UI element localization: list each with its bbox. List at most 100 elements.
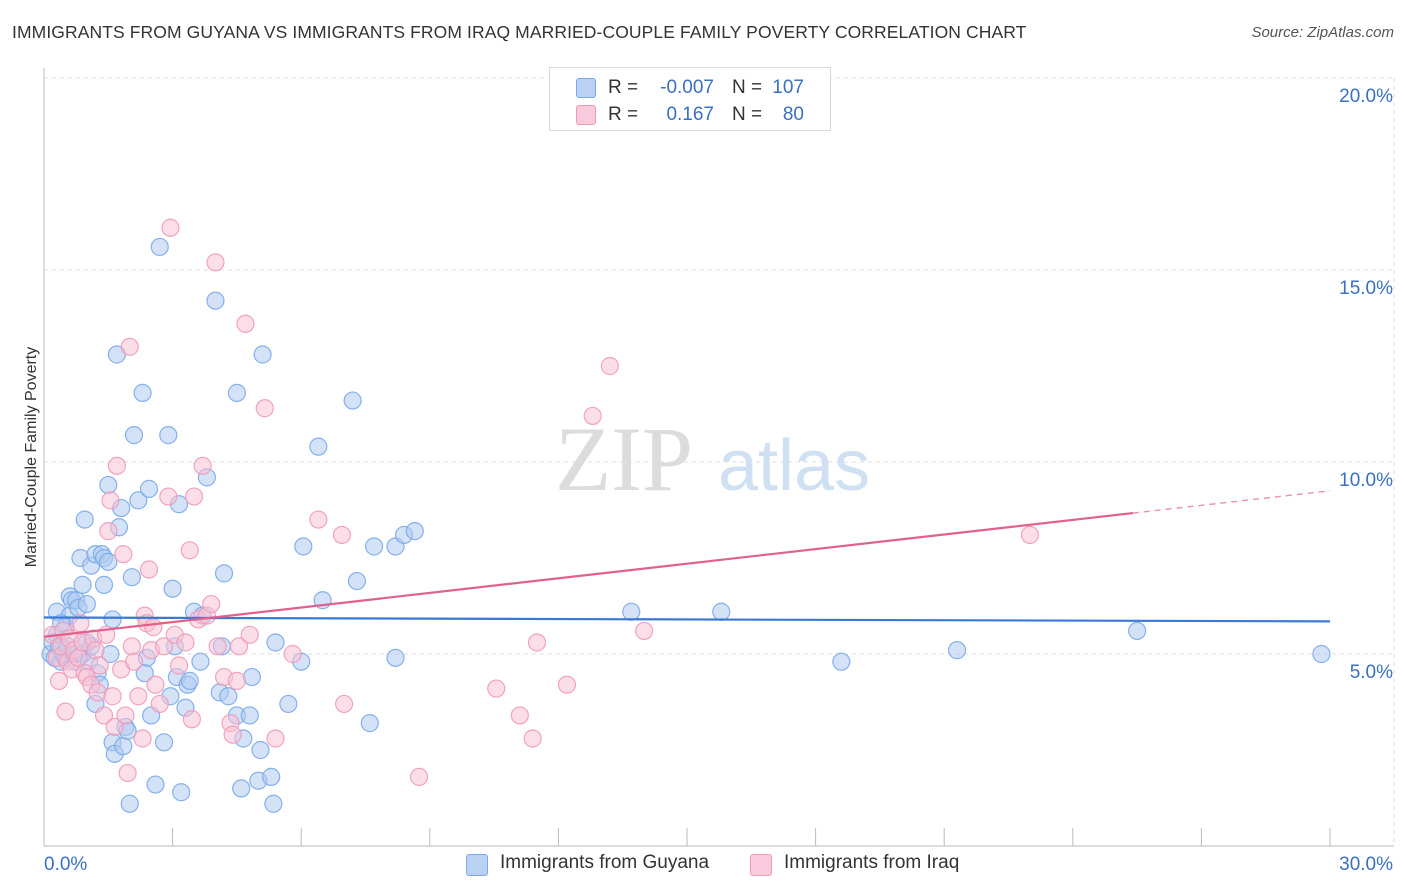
iraq-point: [124, 652, 144, 671]
iraq-point: [227, 671, 246, 690]
iraq-point: [583, 406, 602, 426]
guyana-point: [154, 733, 174, 752]
n-value: 80: [782, 104, 804, 125]
r-value: 0.167: [666, 104, 714, 125]
r-value: -0.007: [660, 77, 714, 98]
iraq-point: [118, 763, 137, 783]
y-tick-label: 10.0%: [1339, 470, 1393, 491]
guyana-point: [150, 237, 169, 257]
iraq-point: [122, 637, 141, 656]
iraq-point: [129, 687, 148, 706]
iraq-trend-line: [43, 511, 1133, 638]
y-axis-label: Married-Couple Family Poverty: [23, 347, 40, 568]
iraq-point: [99, 522, 118, 541]
iraq-point: [161, 218, 180, 237]
iraq-point: [107, 456, 126, 475]
iraq-point: [114, 545, 133, 564]
guyana-point: [294, 537, 313, 556]
iraq-legend-label: Immigrants from Iraq: [784, 852, 960, 873]
guyana-point: [114, 737, 133, 756]
trend-layer: [43, 490, 1331, 638]
guyana-point: [191, 652, 210, 671]
guyana-point: [242, 667, 262, 687]
iraq-point: [527, 633, 547, 652]
guyana-point: [347, 571, 367, 591]
guyana-point: [405, 522, 424, 541]
guyana-point: [180, 671, 199, 690]
iraq-point: [206, 253, 225, 272]
iraq-point: [523, 729, 542, 748]
iraq-point: [635, 621, 654, 641]
chart-source: Source: ZipAtlas.com: [1251, 24, 1394, 41]
iraq-point: [240, 625, 259, 644]
guyana-point: [124, 426, 144, 445]
iraq-point: [266, 729, 285, 748]
iraq-point: [120, 337, 139, 356]
iraq-legend-swatch: [750, 854, 772, 876]
guyana-point: [163, 579, 182, 598]
iraq-point: [90, 656, 109, 675]
r-label: R =: [608, 77, 639, 98]
guyana-point: [103, 610, 122, 629]
iraq-point: [600, 356, 619, 376]
iraq-point: [487, 679, 506, 698]
iraq-point: [139, 560, 159, 579]
guyana-point: [122, 568, 141, 587]
x-tick-label: 30.0%: [1339, 854, 1393, 875]
n-label: N =: [732, 77, 763, 98]
iraq-point: [309, 510, 328, 529]
guyana-point: [206, 291, 225, 310]
iraq-point: [94, 706, 114, 725]
r-label: R =: [608, 104, 639, 125]
iraq-point: [150, 694, 169, 714]
guyana-legend-label: Immigrants from Guyana: [500, 852, 710, 873]
guyana-point: [99, 475, 118, 495]
guyana-point: [251, 740, 270, 760]
guyana-point: [360, 714, 379, 733]
guyana-point: [240, 706, 259, 725]
guyana-point: [262, 767, 281, 786]
iraq-point: [144, 618, 163, 637]
iraq-point: [180, 541, 199, 560]
guyana-point: [232, 779, 251, 798]
guyana-point: [386, 648, 405, 667]
guyana-point: [622, 602, 641, 621]
stats-legend: R = -0.007 N = 107 R = 0.167 N = 80: [549, 67, 831, 131]
iraq-point: [202, 594, 221, 614]
iraq-point: [208, 637, 227, 656]
watermark-atlas: atlas: [718, 426, 870, 506]
guyana-point: [135, 664, 154, 683]
guyana-point: [139, 479, 159, 498]
guyana-point: [1127, 621, 1147, 641]
iraq-point: [184, 487, 204, 506]
iraq-point: [409, 767, 429, 786]
guyana-point: [343, 391, 362, 410]
iraq-point: [510, 706, 529, 725]
iraq-point: [146, 675, 165, 694]
iraq-point: [334, 694, 354, 714]
iraq-point: [49, 671, 69, 690]
iraq-swatch: [576, 105, 596, 125]
chart-title: IMMIGRANTS FROM GUYANA VS IMMIGRANTS FRO…: [12, 22, 1027, 42]
y-tick-label: 20.0%: [1339, 86, 1393, 107]
x-tick-label: 0.0%: [44, 854, 87, 875]
iraq-point: [101, 491, 120, 510]
guyana-point: [73, 575, 92, 594]
iraq-point: [255, 399, 274, 418]
iraq-point: [557, 675, 577, 694]
guyana-point: [129, 491, 148, 510]
y-tick-label: 5.0%: [1350, 662, 1393, 683]
guyana-point: [1312, 644, 1331, 664]
guyana-point: [947, 641, 967, 660]
guyana-point: [266, 633, 285, 652]
stats-legend-row-guyana: R = -0.007 N = 107: [550, 74, 830, 101]
n-value: 107: [772, 77, 804, 98]
iraq-point: [169, 656, 189, 675]
guyana-legend-swatch: [466, 854, 488, 876]
iraq-point: [1020, 525, 1040, 545]
guyana-point: [712, 602, 731, 621]
guyana-point: [279, 694, 298, 714]
guyana-point: [253, 345, 272, 364]
guyana-point: [77, 594, 96, 614]
